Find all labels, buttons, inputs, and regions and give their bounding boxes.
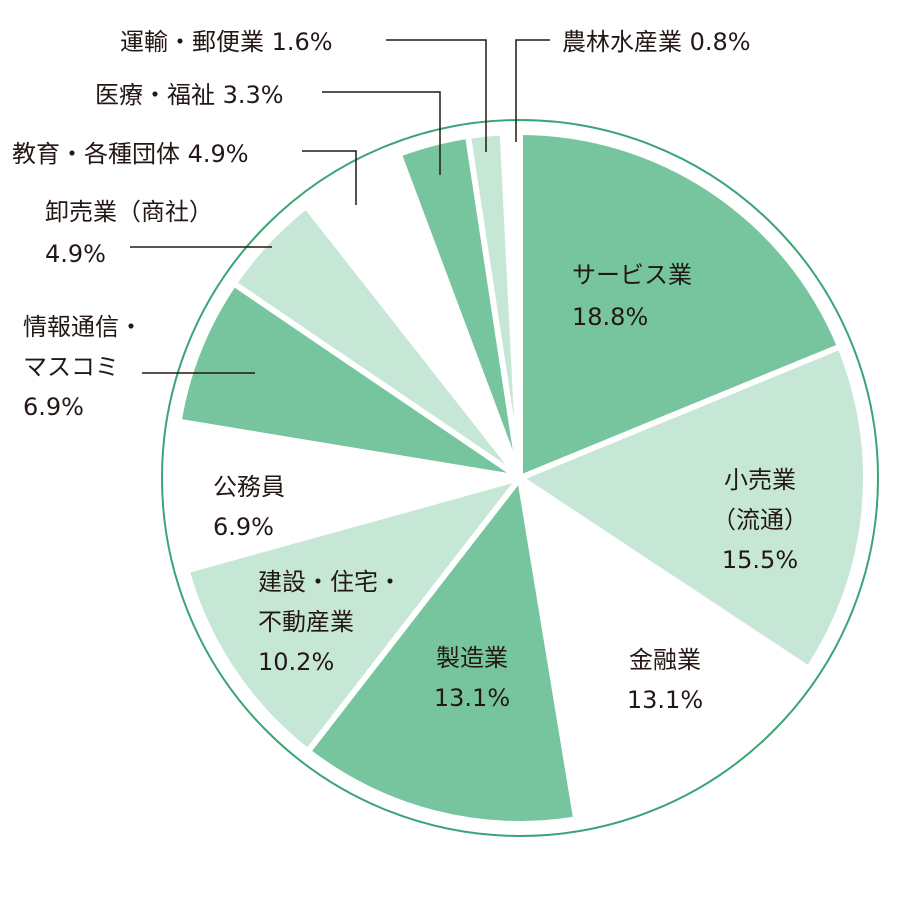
slice-label: 製造業 13.1%: [434, 644, 510, 712]
pie-slice: [520, 347, 864, 668]
leader-line: [515, 39, 550, 142]
slice-separator: [517, 477, 580, 819]
pie-slice: [189, 478, 520, 750]
slice-separator: [499, 133, 523, 479]
pie-slice: [308, 156, 520, 479]
slice-separator: [179, 418, 521, 481]
slice-label: 教育・各種団体 4.9%: [12, 140, 249, 168]
pie-slice: [236, 208, 521, 478]
slice-separator: [306, 476, 523, 753]
slice-label: 運輸・郵便業 1.6%: [120, 28, 333, 56]
pie-slice: [176, 422, 520, 570]
slice-label: サービス業 18.8%: [572, 261, 692, 331]
slice-separator: [232, 281, 522, 481]
slice-label: 金融業 13.1%: [627, 646, 703, 714]
slice-separator: [518, 475, 810, 671]
pie-slice: [520, 478, 807, 817]
slice-separator: [186, 475, 521, 573]
leader-line: [302, 150, 357, 205]
slice-separator: [518, 344, 841, 481]
slice-label: 医療・福祉 3.3%: [95, 81, 284, 109]
pie-slice: [181, 285, 521, 478]
pie-slice: [520, 135, 838, 478]
pie-slice: [309, 478, 576, 821]
leader-line: [386, 39, 487, 152]
slice-label: 公務員 6.9%: [213, 473, 285, 541]
slice-label: 建設・住宅・不動産業 10.2%: [258, 568, 402, 676]
slice-label: 卸売業（商社） 4.9%: [45, 198, 213, 268]
slice-separator: [304, 204, 523, 480]
slice-label: 小売業（流通） 15.5%: [712, 466, 808, 574]
slice-label: 農林水産業 0.8%: [562, 28, 751, 56]
slice-separator: [396, 153, 523, 480]
leader-line: [322, 91, 441, 175]
slice-separator: [465, 136, 523, 479]
slice-label: 情報通信・マスコミ 6.9%: [23, 313, 143, 421]
